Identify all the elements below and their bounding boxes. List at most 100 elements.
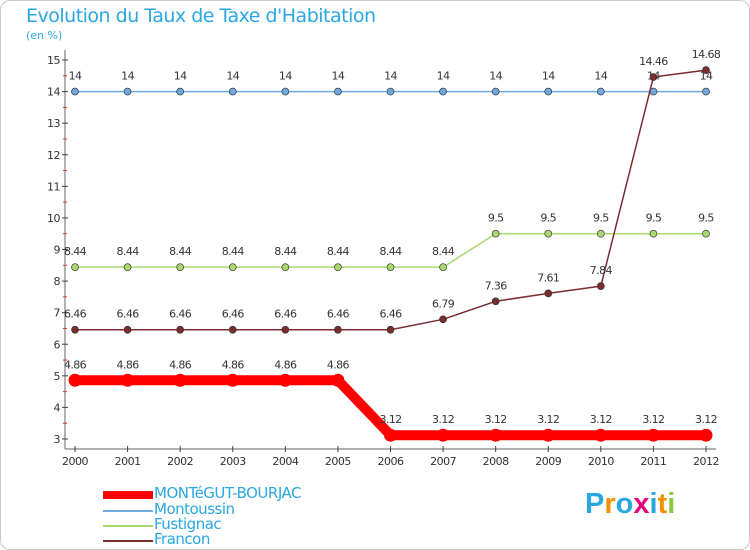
data-label: 6.46 [117,308,140,321]
data-point [281,263,290,272]
data-label: 4.86 [64,358,87,371]
data-point [71,87,79,96]
data-point [71,325,79,334]
series-line [70,375,711,441]
data-label: 3.12 [537,413,559,426]
data-label: 3.12 [590,413,612,426]
data-label: 6.46 [222,308,245,321]
data-point [439,315,447,324]
data-point [702,66,710,74]
data-label: 3.12 [379,413,401,426]
data-point [278,373,292,387]
y-tick-label: 7 [54,307,61,320]
data-point [334,263,342,272]
data-label: 3.12 [695,413,717,426]
y-tick-label: 8 [54,275,61,288]
data-label: 7.61 [537,271,559,284]
data-label: 9.5 [698,212,714,225]
data-point [439,263,447,272]
data-point [489,428,503,442]
y-tick-label: 12 [47,149,60,162]
data-label: 4.86 [327,358,350,371]
data-point [386,325,395,334]
data-label: 14 [384,70,397,83]
data-label: 14 [279,70,292,83]
data-label: 6.46 [64,308,87,321]
data-point [176,263,185,272]
legend-label-fustignac: Fustignac [154,515,222,533]
data-label: 8.44 [222,245,245,258]
data-label: 14 [437,70,450,83]
data-label: 8.44 [379,245,402,258]
x-tick-label: 2002 [167,455,193,468]
legend-swatch-montoussin [103,510,153,512]
data-point [491,229,500,238]
data-point [228,87,237,96]
data-point [334,325,342,334]
data-point [334,87,342,96]
data-label: 14 [542,70,555,83]
x-tick-label: 2012 [693,455,719,468]
data-point [281,87,290,96]
data-point [594,428,608,442]
series-fustignac: 8.44 8.44 8.44 8.44 8.44 8.44 8.44 8.44 9.5 9.5 9.… [64,212,715,272]
data-point [702,87,710,96]
data-label: 8.44 [64,245,87,258]
data-label: 9.5 [646,212,662,225]
data-label: 3.12 [642,413,664,426]
data-point [649,229,658,238]
data-label: 4.86 [169,358,192,371]
y-tick-label: 9 [54,244,61,257]
data-point [491,297,500,306]
legend-label-montegut-bourjac: MONTéGUT-BOURJAC [154,484,301,502]
y-tick-label: 10 [47,212,60,225]
chart-title: Evolution du Taux de Taxe d'Habitation [26,5,376,27]
proxiti-logo: Proxiti [585,488,675,521]
data-point [649,73,658,81]
data-label: 8.44 [327,245,350,258]
data-point [699,428,713,442]
data-point [541,428,555,442]
y-tick-label: 3 [54,433,61,446]
data-point [702,229,710,238]
data-point [646,428,660,442]
data-point [544,229,553,238]
data-label: 9.5 [488,212,504,225]
legend-swatch-fustignac [103,525,153,527]
x-tick-label: 2003 [220,455,246,468]
data-label: 4.86 [274,358,297,371]
data-label: 14 [332,70,345,83]
data-label: 8.44 [274,245,297,258]
data-label: 7.36 [485,279,508,292]
y-tick-label: 11 [47,180,60,193]
data-label: 14 [700,70,713,83]
data-label: 6.79 [432,297,455,310]
data-point [386,87,395,96]
x-tick-label: 2008 [483,455,509,468]
data-label: 6.46 [274,308,297,321]
series-mont-gut-bourjac: 4.86 4.86 4.86 4.86 4.86 4.86 3.12 3.12 3.12 3.12… [64,358,718,442]
x-tick-label: 2004 [272,455,298,468]
data-label: 14 [174,70,187,83]
data-label: 3.12 [485,413,507,426]
legend-swatch-montegut-bourjac [103,491,153,499]
data-label: 14 [121,70,134,83]
x-tick-label: 2007 [430,455,456,468]
x-tick-label: 2000 [62,455,88,468]
logo-letter: r [604,488,616,520]
data-label: 9.5 [593,212,609,225]
data-point [331,373,345,387]
series-montoussin: 14141414141414141414141414 [69,70,714,96]
legend-swatch-francon [103,540,153,542]
y-tick-label: 4 [54,401,61,414]
legend-label-francon: Francon [154,530,210,548]
y-tick-label: 15 [47,54,60,67]
y-tick-label: 6 [54,338,61,351]
data-label: 9.5 [540,212,556,225]
data-label: 6.46 [327,308,350,321]
data-point [71,263,79,272]
data-label: 3.12 [432,413,454,426]
x-tick-label: 2005 [325,455,351,468]
data-point [121,373,135,387]
data-label: 7.84 [590,264,613,277]
